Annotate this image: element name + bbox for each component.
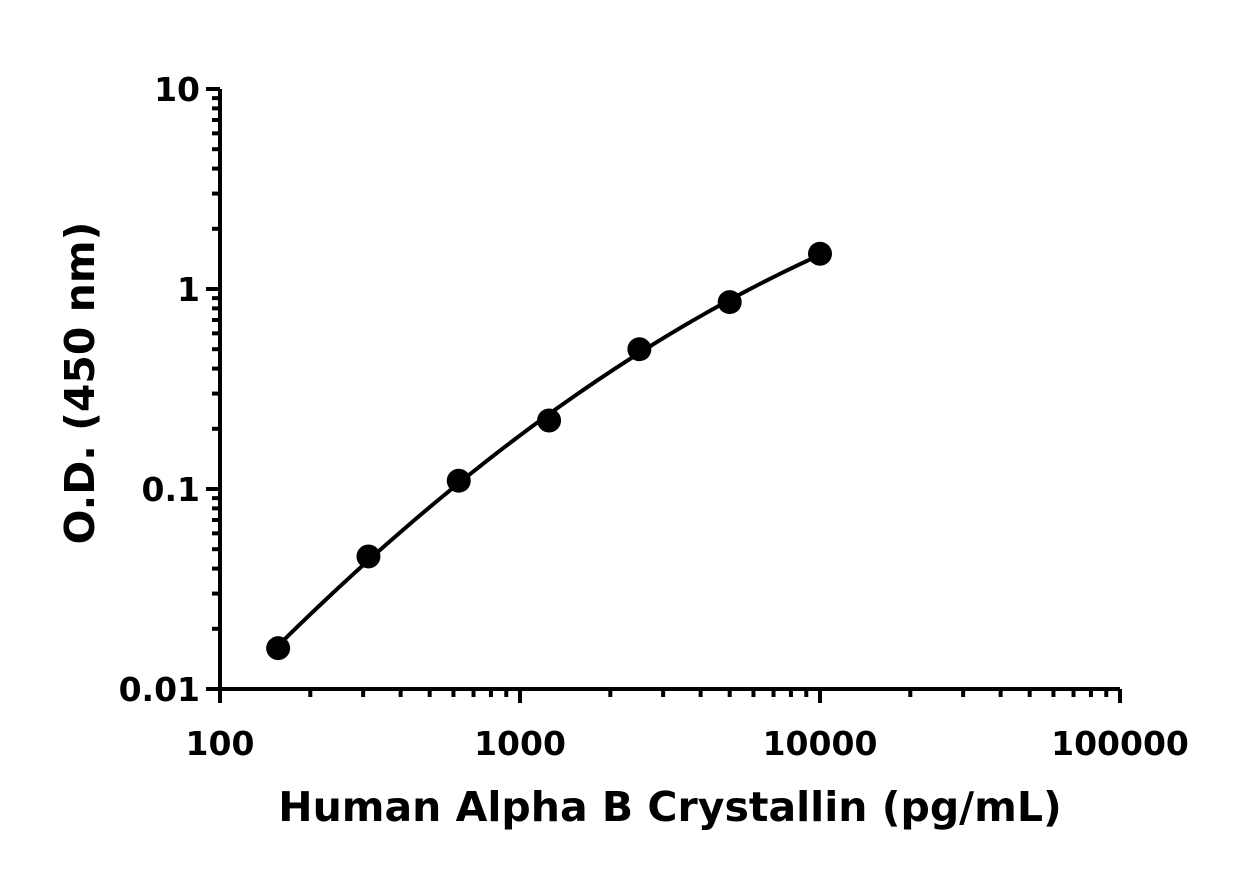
data-point [537,408,562,433]
x-tick-label: 100 [186,724,255,763]
data-point [627,337,652,362]
x-tick-label: 1000 [474,724,566,763]
data-point [356,544,381,569]
y-tick-label: 10 [154,70,200,109]
data-point [808,241,832,266]
y-axis-title: O.D. (450 nm) [56,222,104,545]
x-axis-title: Human Alpha B Crystallin (pg/mL) [278,783,1061,831]
x-tick-label: 10000 [763,724,878,763]
fit-curve-layer [276,253,821,648]
data-point [446,468,471,493]
data-point [717,290,742,315]
x-tick-label: 100000 [1051,724,1189,763]
axes: 100 1000 10000 100000 0.01 0.1 1 10 [119,70,1189,763]
data-point [266,636,291,661]
y-tick-label: 0.01 [119,670,200,709]
fit-curve [276,253,821,648]
data-points-layer [266,241,832,661]
y-tick-label: 1 [177,270,200,309]
y-tick-label: 0.1 [142,470,200,509]
